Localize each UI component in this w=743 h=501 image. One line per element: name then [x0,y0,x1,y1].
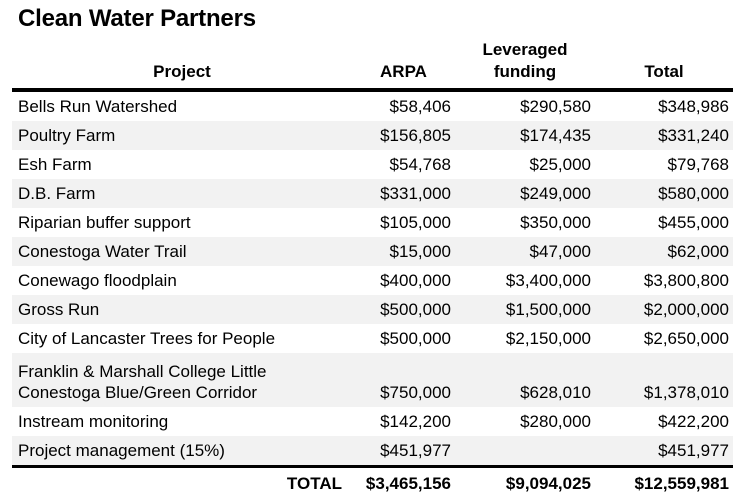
funding-table: Project ARPA Leveraged funding Total Bel… [12,39,733,500]
cell-total: $79,768 [667,155,729,174]
column-header-leveraged-line2: funding [493,62,557,81]
cell-leveraged: $174,435 [455,121,595,150]
cell-total: $348,986 [658,97,729,116]
cell-arpa: $156,805 [352,121,455,150]
cell-project: Poultry Farm [12,121,352,150]
table-row: D.B. Farm $331,000 $249,000 $580,000 [12,179,733,208]
cell-arpa: $331,000 [352,179,455,208]
cell-leveraged: $628,010 [455,353,595,407]
cell-arpa: $500,000 [352,295,455,324]
cell-total: $1,378,010 [595,353,733,407]
table-row: Instream monitoring $142,200 $280,000 $4… [12,407,733,436]
table-row: Conestoga Water Trail $15,000 $47,000 $6… [12,237,733,266]
cell-leveraged: $2,150,000 [505,329,591,348]
table-row: Gross Run $500,000 $1,500,000 $2,000,000 [12,295,733,324]
table-row: Bells Run Watershed $58,406 $290,580 $34… [12,90,733,121]
column-header-leveraged: Leveraged funding [455,39,595,90]
totals-total: $12,559,981 [634,474,729,493]
totals-arpa: $3,465,156 [365,474,451,493]
cell-arpa: $400,000 [380,271,451,290]
page-title: Clean Water Partners [18,5,256,32]
cell-project: City of Lancaster Trees for People [18,329,276,348]
cell-arpa: $142,200 [380,412,451,431]
cell-total: $2,650,000 [643,329,729,348]
table-row: Conewago floodplain $400,000 $3,400,000 … [12,266,733,295]
column-header-project: Project [153,62,211,81]
cell-project: D.B. Farm [12,179,352,208]
totals-leveraged: $9,094,025 [505,474,591,493]
cell-arpa: $750,000 [352,353,455,407]
cell-leveraged: $47,000 [455,237,595,266]
cell-total: $331,240 [595,121,733,150]
cell-project: Esh Farm [18,155,92,174]
cell-arpa: $105,000 [380,213,451,232]
cell-leveraged: $280,000 [520,412,591,431]
column-header-total: Total [644,62,684,81]
cell-arpa: $15,000 [352,237,455,266]
cell-arpa: $54,768 [389,155,451,174]
cell-project: Franklin & Marshall College Little Cones… [12,353,352,407]
cell-project: Riparian buffer support [18,213,191,232]
cell-project: Bells Run Watershed [18,97,178,116]
cell-leveraged [455,436,595,467]
cell-total: $455,000 [658,213,729,232]
cell-arpa: $500,000 [380,329,451,348]
cell-project: Project management (15%) [12,436,352,467]
table-row: Riparian buffer support $105,000 $350,00… [12,208,733,237]
totals-label: TOTAL [286,474,342,493]
cell-leveraged: $350,000 [520,213,591,232]
cell-arpa: $58,406 [389,97,451,116]
cell-project: Gross Run [12,295,352,324]
totals-row: TOTAL $3,465,156 $9,094,025 $12,559,981 [12,466,733,501]
cell-total: $2,000,000 [595,295,733,324]
table-row: Esh Farm $54,768 $25,000 $79,768 [12,150,733,179]
cell-arpa: $451,977 [352,436,455,467]
cell-leveraged: $249,000 [455,179,595,208]
table-row: City of Lancaster Trees for People $500,… [12,324,733,353]
cell-total: $451,977 [595,436,733,467]
cell-leveraged: $25,000 [529,155,591,174]
table-row: Poultry Farm $156,805 $174,435 $331,240 [12,121,733,150]
cell-project-line2: Conestoga Blue/Green Corridor [18,383,258,402]
cell-total: $3,800,800 [643,271,729,290]
cell-total: $580,000 [595,179,733,208]
table-row: Franklin & Marshall College Little Cones… [12,353,733,407]
cell-leveraged: $1,500,000 [455,295,595,324]
cell-leveraged: $290,580 [520,97,591,116]
cell-project: Instream monitoring [18,412,169,431]
column-header-arpa: ARPA [380,62,427,81]
column-header-leveraged-line1: Leveraged [482,40,568,59]
cell-total: $422,200 [658,412,729,431]
cell-total: $62,000 [595,237,733,266]
table-row: Project management (15%) $451,977 $451,9… [12,436,733,467]
table-header-row: Project ARPA Leveraged funding Total [12,39,733,90]
cell-project: Conewago floodplain [18,271,177,290]
cell-project-line1: Franklin & Marshall College Little [18,362,267,381]
cell-project: Conestoga Water Trail [12,237,352,266]
cell-leveraged: $3,400,000 [505,271,591,290]
